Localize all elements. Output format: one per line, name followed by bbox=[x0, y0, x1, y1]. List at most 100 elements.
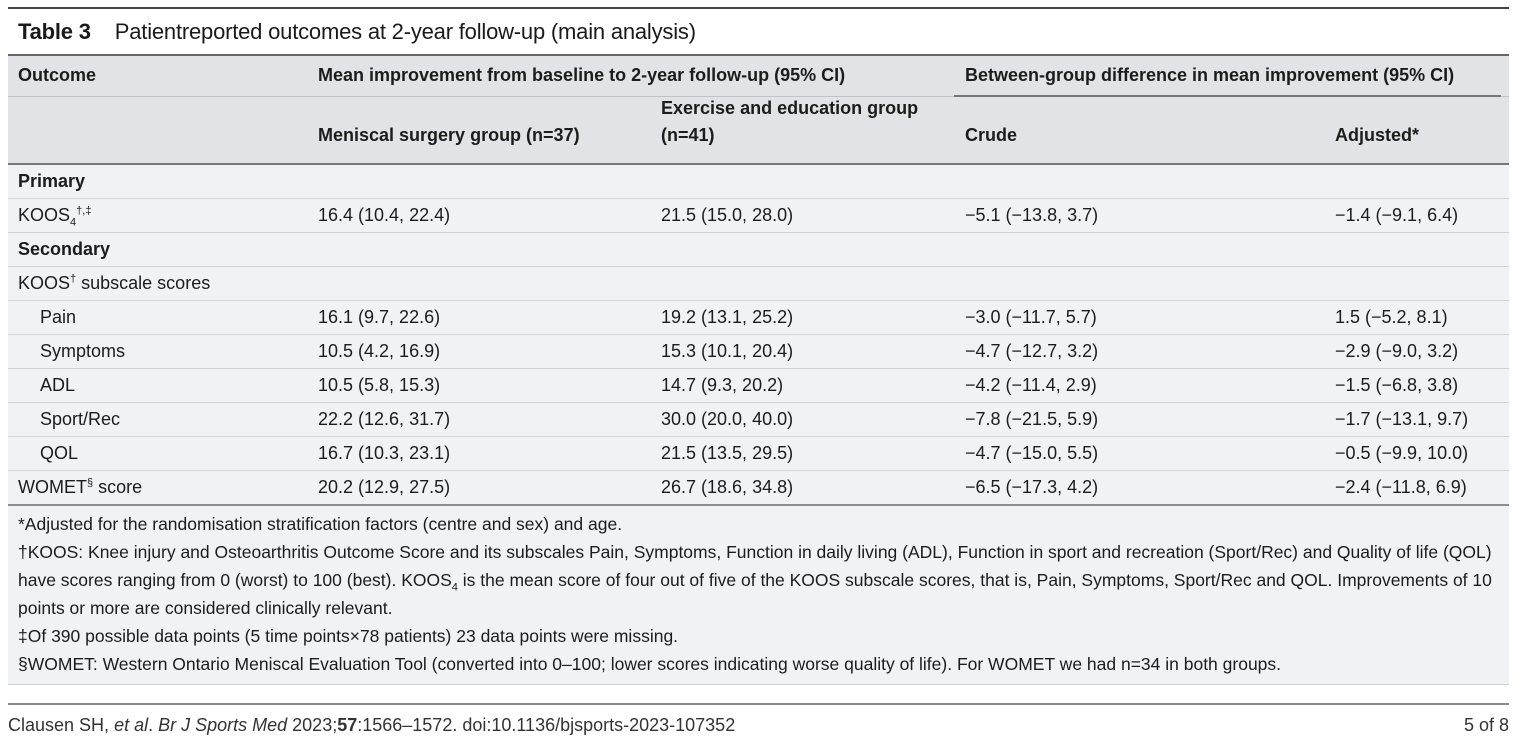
cell-adjusted: 1.5 (−5.2, 8.1) bbox=[1335, 307, 1448, 327]
header-exercise-group-line1: Exercise and education group bbox=[661, 98, 919, 118]
footnote-missing: ‡Of 390 possible data points (5 time poi… bbox=[18, 626, 679, 646]
row-label-text: Primary bbox=[18, 171, 86, 191]
cell-exercise: 21.5 (13.5, 29.5) bbox=[661, 443, 794, 463]
table-title: Patientreported outcomes at 2-year follo… bbox=[114, 18, 696, 44]
header-crude: Crude bbox=[965, 125, 1018, 145]
cell-surgery: 22.2 (12.6, 31.7) bbox=[318, 409, 451, 429]
cell-adjusted: −1.5 (−6.8, 3.8) bbox=[1335, 375, 1459, 395]
header-mean-improvement: Mean improvement from baseline to 2-year… bbox=[318, 65, 846, 85]
citation-journal: Br J Sports Med bbox=[158, 715, 288, 735]
row-label: WOMET§ score bbox=[18, 471, 142, 504]
cell-exercise: 21.5 (15.0, 28.0) bbox=[661, 205, 794, 225]
row-label: QOL bbox=[40, 437, 78, 470]
row-label: Symptoms bbox=[40, 335, 125, 368]
citation-authors: Clausen SH, bbox=[8, 715, 115, 735]
header-row-2: Meniscal surgery group (n=37) Exercise a… bbox=[8, 97, 1509, 165]
header-row-1: Outcome Mean improvement from baseline t… bbox=[8, 56, 1509, 97]
citation-pages: :1566–1572. doi:10.1136/bjsports-2023-10… bbox=[357, 715, 736, 735]
cell-crude: −6.5 (−17.3, 4.2) bbox=[965, 477, 1099, 497]
table-row: Secondary bbox=[8, 233, 1509, 267]
footer-rule bbox=[8, 703, 1509, 705]
cell-exercise: 19.2 (13.1, 25.2) bbox=[661, 307, 794, 327]
table-row: WOMET§ score 20.2 (12.9, 27.5) 26.7 (18.6,… bbox=[8, 471, 1509, 506]
table-row: Symptoms 10.5 (4.2, 16.9) 15.3 (10.1, 20.4… bbox=[8, 335, 1509, 369]
cell-crude: −5.1 (−13.8, 3.7) bbox=[965, 205, 1099, 225]
citation-sep: . bbox=[148, 715, 159, 735]
page-number: 5 of 8 bbox=[1463, 715, 1509, 735]
cell-crude: −3.0 (−11.7, 5.7) bbox=[965, 307, 1097, 327]
row-label-text: ADL bbox=[40, 375, 76, 395]
table-number: Table 3 bbox=[18, 18, 91, 44]
row-label-superscript: † bbox=[70, 273, 77, 285]
results-table: Table 3 Patientreported outcomes at 2-ye… bbox=[8, 7, 1509, 685]
header-surgery-group: Meniscal surgery group (n=37) bbox=[318, 125, 580, 145]
citation: Clausen SH, et al. Br J Sports Med 2023;… bbox=[8, 710, 735, 740]
cell-crude: −4.2 (−11.4, 2.9) bbox=[965, 375, 1097, 395]
row-label-text: KOOS bbox=[18, 273, 71, 293]
citation-year: 2023; bbox=[287, 715, 338, 735]
table-row: QOL 16.7 (10.3, 23.1) 21.5 (13.5, 29.5) −4.… bbox=[8, 437, 1509, 471]
header-group-underline bbox=[954, 95, 1501, 97]
footnote-koos-text-b: is the mean score of four out of five of… bbox=[18, 570, 1492, 618]
footnote-koos: †KOOS: Knee injury and Osteoarthritis Ou… bbox=[18, 538, 1499, 622]
cell-crude: −7.8 (−21.5, 5.9) bbox=[965, 409, 1099, 429]
table-row: Primary bbox=[8, 165, 1509, 199]
row-label: KOOS4†,‡ bbox=[18, 199, 91, 232]
row-label-text: QOL bbox=[40, 443, 79, 463]
row-label: Primary bbox=[18, 165, 85, 198]
cell-surgery: 16.7 (10.3, 23.1) bbox=[318, 443, 451, 463]
header-exercise-group-line2: (n=41) bbox=[661, 125, 715, 145]
cell-surgery: 16.1 (9.7, 22.6) bbox=[318, 307, 441, 327]
table-body: Primary KOOS4†,‡ 16.4 (10.4, 22.4) 21.5 (15… bbox=[8, 165, 1509, 506]
table-caption: Table 3 Patientreported outcomes at 2-ye… bbox=[8, 9, 1509, 56]
row-label-text: Sport/Rec bbox=[40, 409, 121, 429]
row-label: KOOS† subscale scores bbox=[18, 267, 210, 300]
row-label-text: Secondary bbox=[18, 239, 111, 259]
footnote-koos-subscript: 4 bbox=[451, 581, 458, 594]
citation-etal: et al bbox=[114, 715, 149, 735]
cell-exercise: 15.3 (10.1, 20.4) bbox=[661, 341, 794, 361]
footnote-koos-text-a: †KOOS: Knee injury and Osteoarthritis Ou… bbox=[18, 542, 1492, 590]
cell-adjusted: −0.5 (−9.9, 10.0) bbox=[1335, 443, 1469, 463]
page-footer: Clausen SH, et al. Br J Sports Med 2023;… bbox=[8, 710, 1509, 740]
citation-volume: 57 bbox=[337, 715, 358, 735]
table-row: Pain 16.1 (9.7, 22.6) 19.2 (13.1, 25.2) −3.… bbox=[8, 301, 1509, 335]
cell-adjusted: −1.7 (−13.1, 9.7) bbox=[1335, 409, 1469, 429]
row-label-text: KOOS bbox=[18, 205, 71, 225]
table-row: KOOS4†,‡ 16.4 (10.4, 22.4) 21.5 (15.0, 28.… bbox=[8, 199, 1509, 233]
row-label-subscript: 4 bbox=[70, 216, 77, 229]
cell-crude: −4.7 (−12.7, 3.2) bbox=[965, 341, 1099, 361]
row-label-superscript: †,‡ bbox=[76, 205, 92, 217]
footnote-adjusted: *Adjusted for the randomisation stratifi… bbox=[18, 514, 623, 534]
cell-adjusted: −2.4 (−11.8, 6.9) bbox=[1335, 477, 1467, 497]
row-label-text: Symptoms bbox=[40, 341, 126, 361]
row-label-suffix: subscale scores bbox=[76, 273, 211, 293]
cell-surgery: 10.5 (5.8, 15.3) bbox=[318, 375, 441, 395]
footnote-womet: §WOMET: Western Ontario Meniscal Evaluat… bbox=[18, 654, 1282, 674]
cell-exercise: 14.7 (9.3, 20.2) bbox=[661, 375, 784, 395]
table-row: KOOS† subscale scores bbox=[8, 267, 1509, 301]
row-label-text: Pain bbox=[40, 307, 77, 327]
cell-surgery: 16.4 (10.4, 22.4) bbox=[318, 205, 451, 225]
table-footnotes: *Adjusted for the randomisation stratifi… bbox=[8, 506, 1509, 685]
row-label: Pain bbox=[40, 301, 76, 334]
table-row: ADL 10.5 (5.8, 15.3) 14.7 (9.3, 20.2) −4.2 … bbox=[8, 369, 1509, 403]
table-row: Sport/Rec 22.2 (12.6, 31.7) 30.0 (20.0, 40… bbox=[8, 403, 1509, 437]
cell-exercise: 26.7 (18.6, 34.8) bbox=[661, 477, 794, 497]
header-outcome: Outcome bbox=[18, 65, 97, 85]
row-label-superscript: § bbox=[87, 477, 94, 489]
row-label: Sport/Rec bbox=[40, 403, 120, 436]
cell-adjusted: −1.4 (−9.1, 6.4) bbox=[1335, 205, 1459, 225]
cell-adjusted: −2.9 (−9.0, 3.2) bbox=[1335, 341, 1459, 361]
header-between-group: Between-group difference in mean improve… bbox=[965, 65, 1455, 85]
row-label: Secondary bbox=[18, 233, 110, 266]
cell-crude: −4.7 (−15.0, 5.5) bbox=[965, 443, 1099, 463]
row-label-suffix: score bbox=[93, 477, 143, 497]
cell-surgery: 20.2 (12.9, 27.5) bbox=[318, 477, 451, 497]
cell-exercise: 30.0 (20.0, 40.0) bbox=[661, 409, 794, 429]
row-label: ADL bbox=[40, 369, 75, 402]
table-top-rule bbox=[8, 7, 1509, 9]
header-adjusted: Adjusted* bbox=[1335, 125, 1420, 145]
row-label-text: WOMET bbox=[18, 477, 87, 497]
